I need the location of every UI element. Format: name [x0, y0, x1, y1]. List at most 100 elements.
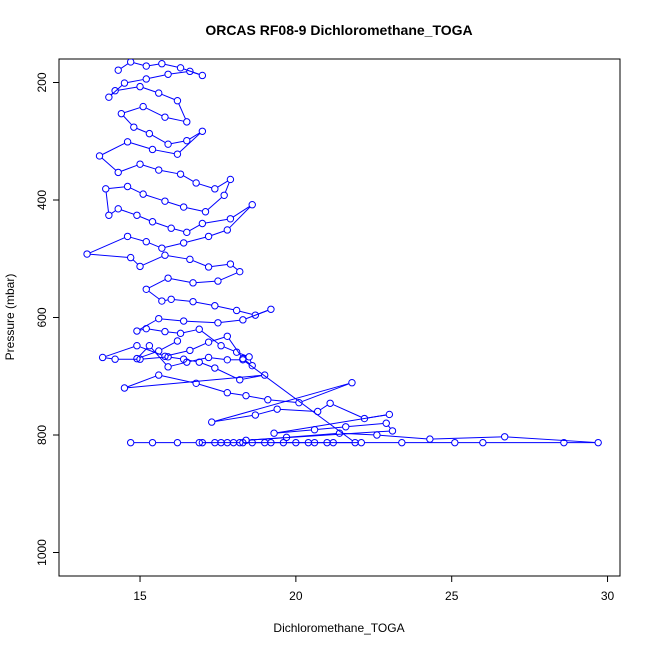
data-point [198, 127, 207, 135]
series-segment [161, 93, 175, 100]
data-point [223, 226, 232, 234]
data-point [594, 438, 602, 447]
data-point [136, 262, 144, 271]
data-point [323, 438, 331, 447]
data-point [179, 203, 188, 211]
series-segment [280, 408, 315, 412]
series-segment [186, 207, 203, 212]
data-point [161, 352, 169, 360]
data-point [211, 185, 219, 193]
series-segment [239, 352, 247, 357]
x-tick-label: 20 [289, 589, 303, 603]
series-segment [127, 374, 262, 389]
series-segment [155, 222, 169, 228]
data-point [239, 356, 247, 364]
data-point [120, 384, 129, 392]
series-segment [201, 330, 219, 345]
data-point [382, 419, 390, 427]
series-segment [105, 346, 135, 357]
data-point [148, 438, 157, 447]
series-segment [142, 87, 156, 93]
data-point [186, 67, 194, 76]
series-segment [258, 309, 269, 315]
series-segment [121, 209, 135, 215]
data-point [164, 353, 172, 361]
data-point [242, 391, 250, 400]
data-point [142, 238, 150, 246]
series-segment [367, 414, 387, 419]
data-point [351, 438, 359, 447]
data-point [176, 329, 185, 338]
data-point [223, 389, 232, 397]
data-point [310, 438, 319, 447]
series-segment [133, 62, 144, 66]
series-segment [183, 68, 200, 75]
data-point [123, 138, 132, 146]
data-point [176, 170, 185, 178]
data-point [161, 197, 169, 205]
data-point [111, 87, 119, 95]
data-point [105, 93, 113, 101]
data-point [186, 346, 194, 355]
series-segment [433, 436, 502, 440]
data-point [155, 166, 163, 174]
data-point [158, 297, 166, 305]
data-point [248, 361, 256, 370]
series-segment [245, 361, 353, 442]
series-segment [167, 117, 184, 122]
series-segment [178, 103, 186, 120]
series-segment [199, 383, 225, 393]
data-point [198, 438, 207, 447]
series-segment [148, 279, 166, 289]
series-segment [111, 210, 116, 214]
data-point [248, 201, 256, 209]
data-point [226, 175, 235, 184]
data-point [232, 348, 241, 356]
series-segment [232, 206, 250, 218]
series-segment [183, 329, 197, 334]
series-segment [507, 436, 596, 443]
series-segment [220, 272, 238, 281]
data-point [560, 438, 568, 447]
data-point [130, 123, 138, 131]
data-point [264, 396, 272, 404]
data-point [267, 305, 275, 313]
series-segment [164, 299, 169, 301]
data-point [270, 429, 278, 437]
series-segment [149, 63, 159, 67]
series-segment [217, 305, 234, 311]
data-point [357, 438, 366, 447]
series-segment [149, 242, 160, 248]
data-point [179, 317, 188, 325]
series-segment [171, 140, 184, 145]
series-segment [232, 265, 238, 271]
series-segment [171, 278, 190, 283]
data-point [117, 109, 126, 118]
series-segment [164, 63, 178, 68]
series-segment [249, 395, 265, 400]
series-segment [142, 256, 163, 266]
series-segment [387, 425, 391, 429]
data-point [204, 232, 213, 241]
x-tick-label: 15 [133, 589, 147, 603]
x-axis: 15 20 25 30 [133, 575, 615, 603]
data-point [164, 274, 172, 282]
series-segment [168, 331, 178, 334]
data-point [214, 277, 222, 285]
series-segment [139, 328, 144, 331]
series-segment [139, 351, 156, 359]
series-segment [146, 194, 163, 201]
data-point [239, 316, 247, 324]
series-segment [138, 347, 148, 357]
data-point [164, 140, 172, 148]
data-point [232, 306, 241, 315]
data-point [261, 371, 269, 379]
data-point [179, 239, 188, 247]
data-point [133, 354, 141, 363]
series-segment [105, 191, 109, 213]
series-segment [171, 356, 181, 360]
series-segment [277, 429, 312, 434]
series-segment [130, 236, 144, 242]
series-segment [249, 430, 390, 441]
data-point [236, 376, 244, 384]
